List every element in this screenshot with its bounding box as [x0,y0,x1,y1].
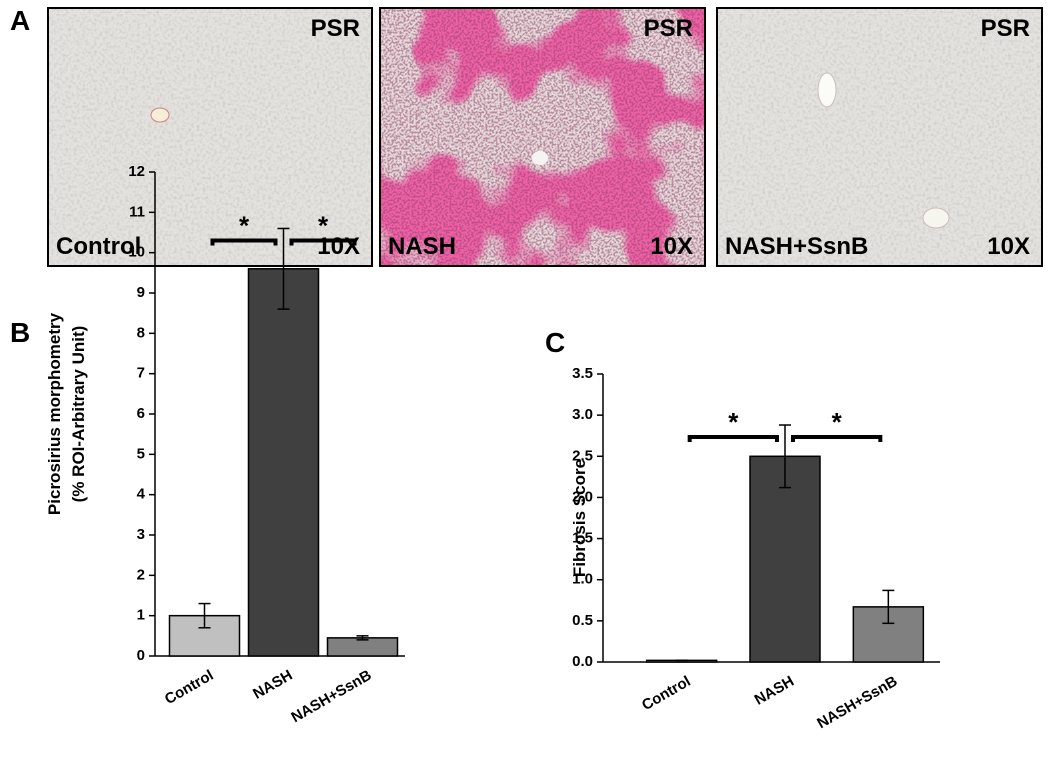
bar [749,455,821,663]
y-tick-label: 0.5 [572,612,593,629]
micrograph-panels [47,7,1043,267]
y-tick-label: 3 [137,526,145,543]
y-tick-label: 2 [137,566,145,583]
y-tick-label: 1.0 [572,571,593,588]
y-tick-label: 4 [137,486,146,503]
stain-label: PSR [644,15,693,42]
magnification-label: 10X [650,233,693,260]
group-label: NASH [388,233,456,260]
x-tick-label: Control [162,667,217,708]
group-label: Control [56,233,141,260]
y-tick-label: 0 [137,647,145,664]
group-label: NASH+SsnB [725,233,868,260]
y-tick-label: 6 [137,405,145,422]
x-tick-label: Control [639,673,694,714]
y-tick-label: 3.0 [572,406,593,423]
panel-label: B [10,317,30,348]
significance-bracket [210,238,278,246]
nuclei [381,9,704,265]
y-tick-label: 9 [137,284,145,301]
y-tick-label: 1 [137,607,145,624]
vessel [817,72,837,108]
vessel [922,207,950,229]
error-bar [882,589,895,625]
significance-bracket [687,435,779,443]
y-tick-label: 2.0 [572,488,593,505]
y-tick-label: 8 [137,324,145,341]
magnification-label: 10X [987,233,1030,260]
bar [247,268,320,657]
stain-label: PSR [981,15,1030,42]
significance-marker: * [318,210,329,240]
y-tick-label: 12 [128,163,145,180]
stain-label: PSR [311,15,360,42]
y-tick-label: 2.5 [572,447,593,464]
error-bar [277,227,290,310]
y-tick-label: 10 [128,244,145,261]
y-axis-label: Fibrosis Score [570,459,589,577]
significance-bracket [791,435,883,443]
x-tick-label: NASH [752,673,797,709]
y-tick-label: 1.5 [572,530,593,547]
y-axis-label: Picrosirius morphometry [45,312,64,515]
magnification-label: 10X [317,233,360,260]
y-tick-label: 5 [137,445,145,462]
significance-marker: * [728,407,739,437]
x-tick-label: NASH [250,667,295,703]
error-bar [198,602,211,629]
vessel [532,151,548,165]
tissue-texture [49,9,371,265]
x-tick-label: NASH+SsnB [288,667,374,727]
y-tick-label: 11 [129,203,145,220]
error-bar [356,635,369,641]
significance-marker: * [239,210,250,240]
significance-bracket [289,238,357,246]
significance-marker: * [832,407,843,437]
error-bar [779,424,791,489]
y-axis-label: (% ROI-Arbitrary Unit) [69,326,88,503]
y-tick-label: 0.0 [572,653,593,670]
y-tick-label: 7 [137,365,145,382]
panel-label: A [10,5,30,36]
vessel [150,107,170,123]
x-tick-label: NASH+SsnB [814,673,900,733]
y-tick-label: 3.5 [572,365,593,382]
tissue-texture [718,9,1041,265]
panel-label: C [545,327,565,358]
